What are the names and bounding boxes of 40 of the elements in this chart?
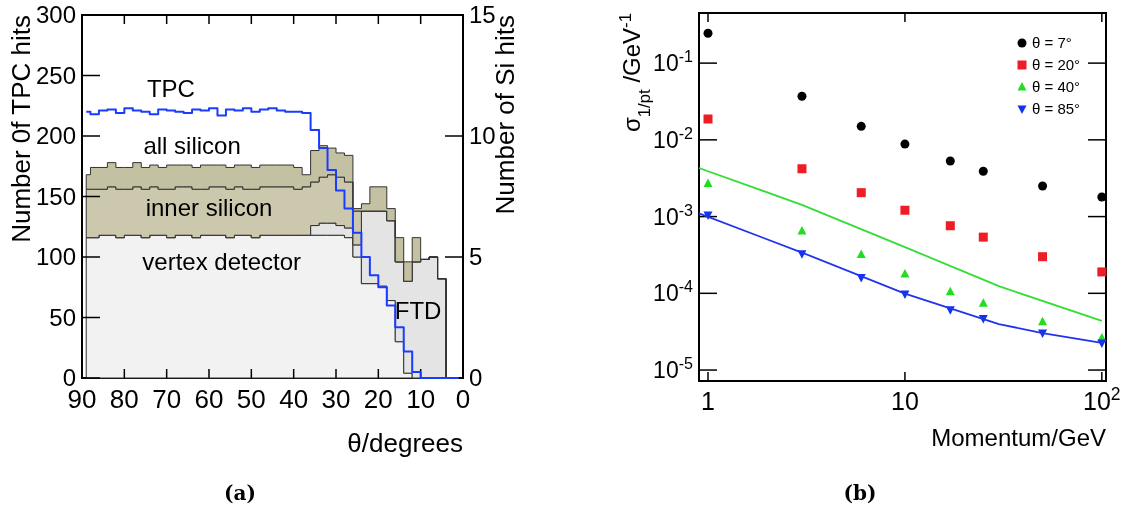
- text: (b): [843, 481, 877, 505]
- x-axis-title: Momentum/GeV: [931, 424, 1106, 451]
- y-tick-label: 10$^{-5}$: [653, 354, 694, 384]
- y-tick-label: 250: [35, 61, 76, 89]
- x-tick-label: 1: [701, 387, 715, 415]
- y-tick-label: 200: [35, 122, 76, 150]
- y-tick-label: 10$^{-3}$: [653, 200, 694, 230]
- y-tick-label: 150: [35, 182, 76, 210]
- y2-tick-label: 15: [469, 1, 496, 29]
- series-label: vertex detector: [142, 248, 302, 276]
- y-tick-label: 10$^{-2}$: [653, 123, 694, 153]
- y-tick-label: 10$^{-1}$: [653, 47, 694, 77]
- y-tick-label: 10$^{-4}$: [653, 277, 694, 307]
- legend-label: θ = 20°: [1032, 56, 1081, 74]
- x-tick-label: 60: [194, 384, 224, 414]
- x-tick-label: 10$^{2}$: [1083, 384, 1121, 415]
- legend-label: θ = 85°: [1032, 100, 1081, 118]
- x-tick-label: 80: [109, 384, 139, 414]
- series-label: FTD: [394, 296, 442, 324]
- x-tick-label: 70: [152, 384, 182, 414]
- x-tick-label: 30: [321, 384, 351, 414]
- x-tick-label: 40: [279, 384, 309, 414]
- x-tick-label: 50: [236, 384, 266, 414]
- series-label: all silicon: [143, 132, 241, 160]
- legend-label: θ = 40°: [1032, 78, 1081, 96]
- series-label: TPC: [146, 75, 195, 103]
- x-tick-label: 0: [455, 384, 471, 414]
- y-tick-label: 50: [49, 303, 76, 331]
- y2-tick-label: 5: [469, 243, 483, 271]
- y-tick-label: 300: [35, 1, 76, 29]
- series-label: inner silicon: [145, 193, 273, 221]
- y-axis-title: Number 0f TPC hits: [6, 15, 36, 243]
- legend-label: θ = 7°: [1032, 34, 1072, 52]
- y2-tick-label: 0: [469, 364, 483, 392]
- x-tick-label: 20: [363, 384, 393, 414]
- y-tick-label: 100: [35, 243, 76, 271]
- x-tick-label: 10: [891, 387, 919, 415]
- text: (a): [224, 481, 256, 505]
- x-axis-title: θ/degrees: [347, 428, 463, 458]
- x-tick-label: 10: [406, 384, 436, 414]
